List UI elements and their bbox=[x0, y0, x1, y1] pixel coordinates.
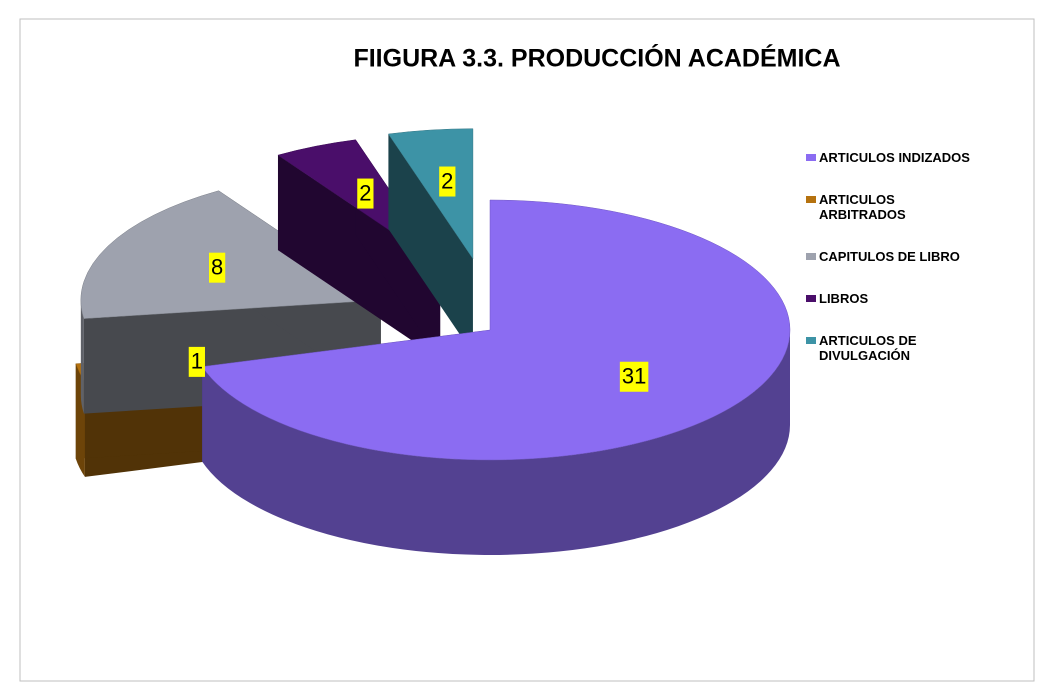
legend-item: ARTICULOS DE DIVULGACIÓN bbox=[806, 333, 976, 363]
legend-item: LIBROS bbox=[806, 291, 976, 306]
slice-top bbox=[201, 199, 791, 461]
data-label-bg bbox=[439, 166, 456, 197]
data-label-bg bbox=[188, 346, 205, 377]
legend-swatch bbox=[806, 337, 816, 344]
data-label: 2 bbox=[359, 180, 371, 205]
slice-top bbox=[387, 128, 474, 260]
data-label: 8 bbox=[211, 255, 223, 280]
legend-swatch bbox=[806, 196, 816, 203]
legend-item: ARTICULOS ARBITRADOS bbox=[806, 192, 976, 222]
legend-label: ARTICULOS DE DIVULGACIÓN bbox=[819, 333, 917, 363]
chart-title: FIIGURA 3.3. PRODUCCIÓN ACADÉMICA bbox=[353, 43, 840, 73]
legend-label: CAPITULOS DE LIBRO bbox=[819, 249, 960, 264]
data-label-bg bbox=[208, 252, 226, 283]
data-label: 1 bbox=[191, 349, 203, 374]
legend-label: ARTICULOS ARBITRADOS bbox=[819, 192, 906, 222]
slice-wall bbox=[277, 155, 441, 360]
legend-swatch bbox=[806, 295, 816, 302]
legend-swatch bbox=[806, 253, 816, 260]
data-label-bg bbox=[357, 178, 374, 209]
slice-wall bbox=[388, 133, 473, 354]
pie-slice bbox=[387, 128, 474, 354]
data-label: 2 bbox=[441, 168, 453, 193]
legend-item: CAPITULOS DE LIBRO bbox=[806, 249, 976, 264]
legend-item: ARTICULOS INDIZADOS bbox=[806, 150, 976, 165]
data-label-bg bbox=[619, 361, 649, 392]
legend: ARTICULOS INDIZADOS ARTICULOS ARBITRADOS C… bbox=[806, 150, 976, 390]
slice-rim bbox=[202, 330, 791, 556]
slice-rim bbox=[80, 300, 84, 414]
data-label: 31 bbox=[622, 364, 646, 389]
legend-label: ARTICULOS INDIZADOS bbox=[819, 150, 970, 165]
legend-label: LIBROS bbox=[819, 291, 869, 306]
slice-top bbox=[80, 190, 382, 319]
legend-swatch bbox=[806, 154, 816, 161]
pie-slice bbox=[201, 199, 791, 556]
